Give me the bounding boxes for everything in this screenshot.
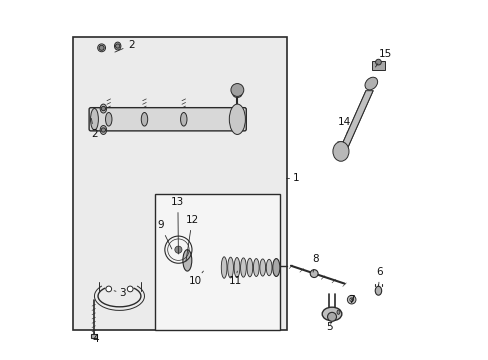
Text: 11: 11 [228, 271, 241, 285]
Ellipse shape [90, 108, 98, 130]
Text: 3: 3 [114, 288, 125, 298]
Circle shape [230, 84, 244, 96]
Circle shape [375, 59, 381, 65]
Text: 10: 10 [189, 271, 203, 285]
Bar [371, 61, 384, 70]
Ellipse shape [322, 307, 341, 321]
Circle shape [101, 107, 105, 111]
Ellipse shape [229, 104, 245, 134]
Circle shape [346, 296, 355, 304]
Text: 5: 5 [326, 322, 333, 332]
FancyBboxPatch shape [89, 108, 246, 131]
Ellipse shape [240, 258, 246, 277]
Text: 15: 15 [375, 49, 391, 67]
Bar [155, 194, 280, 330]
Bar [91, 334, 97, 338]
Circle shape [106, 286, 111, 292]
Circle shape [127, 286, 133, 292]
Ellipse shape [327, 312, 336, 321]
Ellipse shape [374, 286, 381, 295]
Text: 2: 2 [115, 40, 135, 52]
Text: 2: 2 [91, 118, 97, 139]
Text: 7: 7 [347, 295, 354, 305]
Ellipse shape [259, 259, 265, 276]
Text: 1: 1 [292, 173, 299, 183]
Ellipse shape [232, 91, 242, 98]
Ellipse shape [141, 112, 147, 126]
Bar [73, 37, 287, 330]
Ellipse shape [98, 44, 105, 52]
Text: 12: 12 [185, 215, 199, 261]
Ellipse shape [105, 112, 112, 126]
Circle shape [101, 128, 105, 132]
Ellipse shape [183, 249, 191, 271]
Ellipse shape [336, 310, 339, 314]
Ellipse shape [332, 141, 348, 161]
Ellipse shape [234, 257, 240, 278]
Text: 6: 6 [376, 267, 383, 284]
Polygon shape [337, 91, 372, 155]
Ellipse shape [309, 270, 317, 278]
Ellipse shape [272, 258, 279, 276]
Text: 14: 14 [337, 117, 350, 133]
Text: 8: 8 [312, 254, 318, 272]
Circle shape [349, 298, 353, 301]
Ellipse shape [266, 259, 271, 276]
Ellipse shape [246, 258, 252, 277]
Text: 13: 13 [171, 197, 184, 254]
Ellipse shape [180, 112, 186, 126]
Circle shape [175, 246, 182, 253]
Circle shape [99, 45, 104, 50]
Circle shape [115, 44, 120, 48]
Ellipse shape [253, 258, 259, 276]
Ellipse shape [227, 257, 233, 278]
Text: 9: 9 [157, 220, 171, 249]
Ellipse shape [221, 257, 226, 278]
Ellipse shape [364, 77, 377, 90]
Ellipse shape [100, 104, 106, 113]
Ellipse shape [114, 42, 121, 50]
Text: 4: 4 [93, 334, 99, 344]
Ellipse shape [100, 126, 106, 134]
